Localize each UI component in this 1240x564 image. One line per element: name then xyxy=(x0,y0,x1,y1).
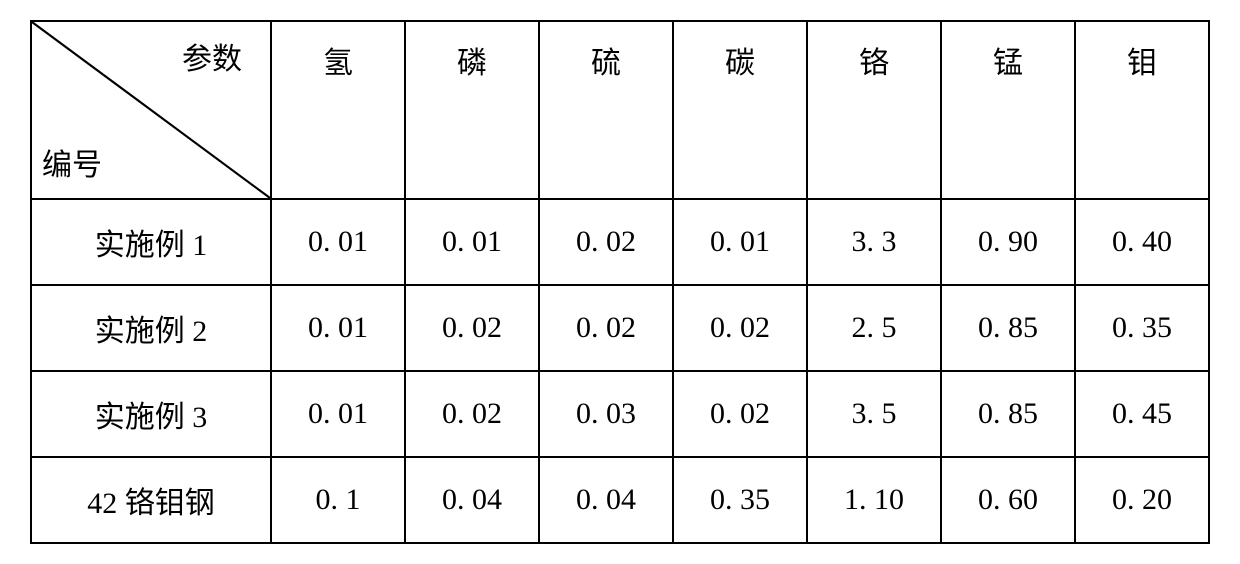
col-header: 铬 xyxy=(807,21,941,199)
col-header: 硫 xyxy=(539,21,673,199)
corner-header: 参数 编号 xyxy=(31,21,271,199)
row-label: 实施例 1 xyxy=(31,199,271,285)
col-header: 钼 xyxy=(1075,21,1209,199)
cell: 0. 01 xyxy=(673,199,807,285)
cell: 3. 5 xyxy=(807,371,941,457)
table-container: 参数 编号 氢 磷 硫 碳 铬 锰 钼 实施例 1 0. 01 0. 01 0.… xyxy=(0,0,1240,564)
header-row: 参数 编号 氢 磷 硫 碳 铬 锰 钼 xyxy=(31,21,1209,199)
row-label: 实施例 3 xyxy=(31,371,271,457)
header-bottom-label: 编号 xyxy=(42,140,102,184)
row-label: 实施例 2 xyxy=(31,285,271,371)
table-row: 实施例 2 0. 01 0. 02 0. 02 0. 02 2. 5 0. 85… xyxy=(31,285,1209,371)
cell: 0. 85 xyxy=(941,285,1075,371)
cell: 0. 02 xyxy=(539,199,673,285)
cell: 0. 02 xyxy=(405,371,539,457)
cell: 1. 10 xyxy=(807,457,941,543)
header-top-label: 参数 xyxy=(182,34,242,78)
cell: 0. 02 xyxy=(539,285,673,371)
cell: 0. 85 xyxy=(941,371,1075,457)
table-row: 实施例 3 0. 01 0. 02 0. 03 0. 02 3. 5 0. 85… xyxy=(31,371,1209,457)
cell: 0. 35 xyxy=(673,457,807,543)
cell: 0. 90 xyxy=(941,199,1075,285)
cell: 2. 5 xyxy=(807,285,941,371)
cell: 0. 35 xyxy=(1075,285,1209,371)
cell: 0. 04 xyxy=(405,457,539,543)
cell: 0. 02 xyxy=(673,371,807,457)
cell: 0. 01 xyxy=(271,371,405,457)
cell: 0. 45 xyxy=(1075,371,1209,457)
cell: 0. 02 xyxy=(673,285,807,371)
cell: 0. 20 xyxy=(1075,457,1209,543)
cell: 0. 1 xyxy=(271,457,405,543)
cell: 0. 40 xyxy=(1075,199,1209,285)
cell: 0. 04 xyxy=(539,457,673,543)
cell: 0. 02 xyxy=(405,285,539,371)
data-table: 参数 编号 氢 磷 硫 碳 铬 锰 钼 实施例 1 0. 01 0. 01 0.… xyxy=(30,20,1210,544)
cell: 0. 01 xyxy=(405,199,539,285)
cell: 0. 01 xyxy=(271,199,405,285)
col-header: 磷 xyxy=(405,21,539,199)
cell: 3. 3 xyxy=(807,199,941,285)
cell: 0. 60 xyxy=(941,457,1075,543)
col-header: 锰 xyxy=(941,21,1075,199)
cell: 0. 01 xyxy=(271,285,405,371)
table-row: 实施例 1 0. 01 0. 01 0. 02 0. 01 3. 3 0. 90… xyxy=(31,199,1209,285)
col-header: 碳 xyxy=(673,21,807,199)
row-label: 42 铬钼钢 xyxy=(31,457,271,543)
cell: 0. 03 xyxy=(539,371,673,457)
table-row: 42 铬钼钢 0. 1 0. 04 0. 04 0. 35 1. 10 0. 6… xyxy=(31,457,1209,543)
col-header: 氢 xyxy=(271,21,405,199)
